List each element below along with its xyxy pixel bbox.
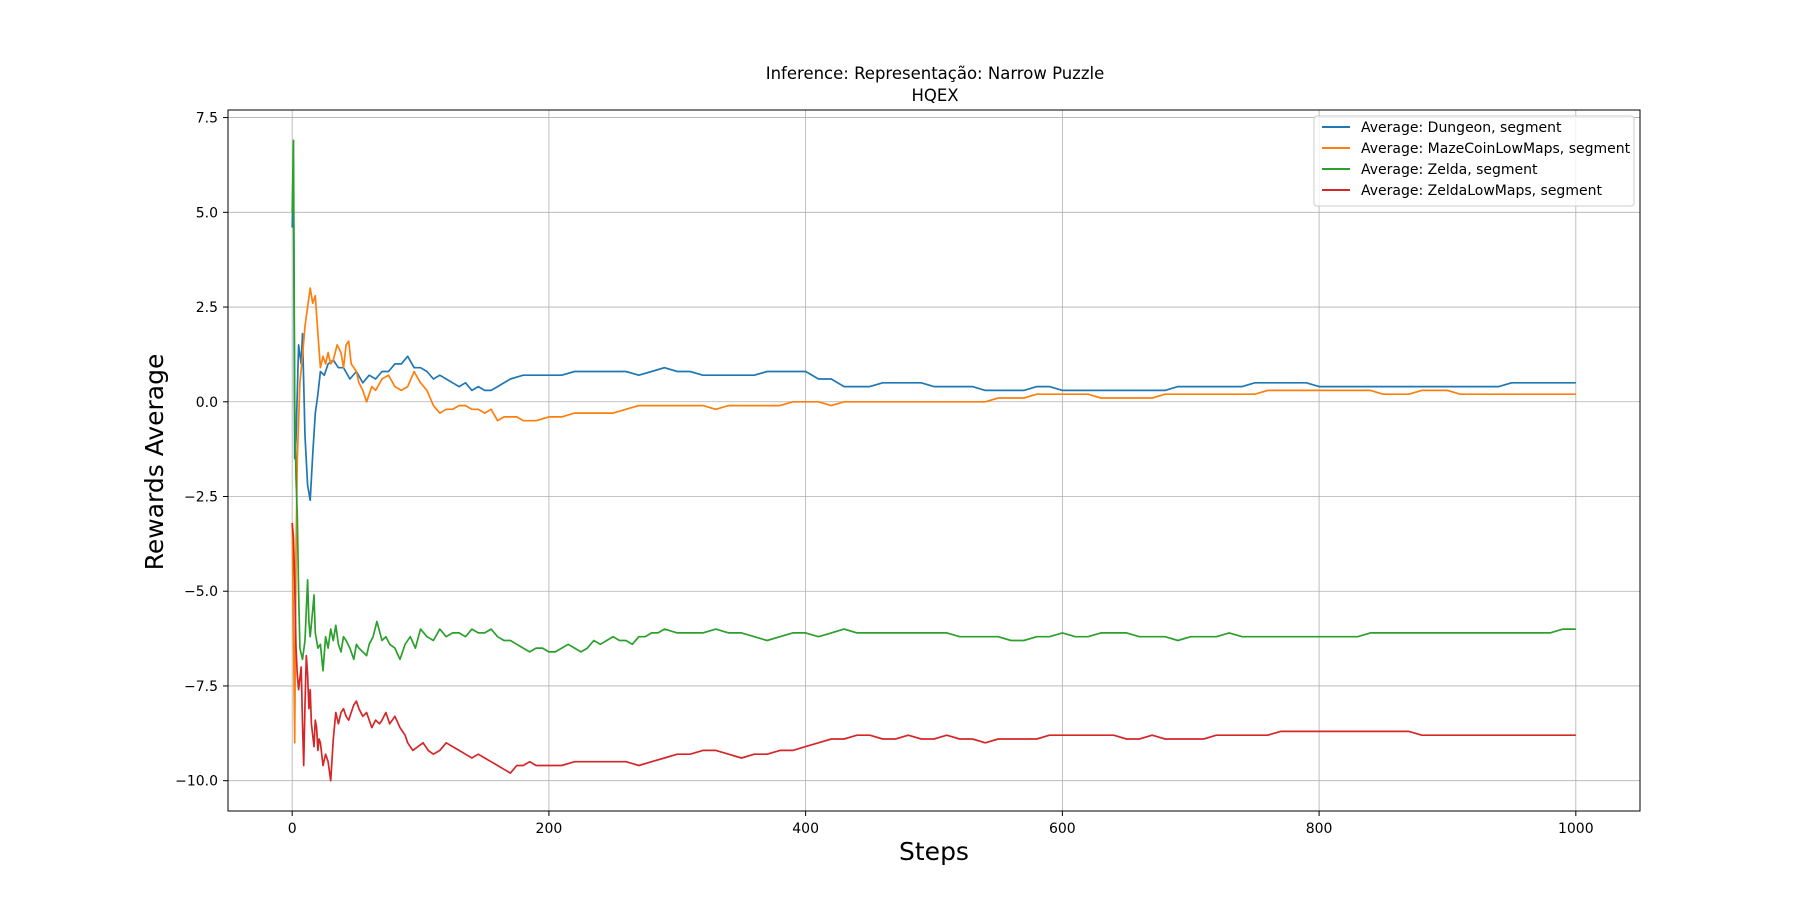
x-tick-label: 600 [1049,821,1076,837]
y-tick-label: 7.5 [196,111,218,127]
y-tick-label: 5.0 [196,205,218,221]
y-tick-label: 2.5 [196,300,218,316]
legend-label: Average: Zelda, segment [1361,162,1538,178]
x-tick-label: 1000 [1558,821,1594,837]
series-line-3 [291,522,1576,782]
legend-label: Average: ZeldaLowMaps, segment [1361,183,1602,199]
chart-title: Inference: Representação: Narrow Puzzle [766,64,1105,83]
legend-box [1313,115,1635,207]
y-tick-label: −10.0 [175,774,218,790]
plot-frame [227,109,1641,812]
x-tick-label: 200 [536,821,563,837]
y-tick-label: −2.5 [184,489,218,505]
legend-entries: Average: Dungeon, segment Average: MazeCo… [1322,120,1631,199]
chart-subtitle: HQEX [911,86,958,105]
legend: Average: Dungeon, segment Average: MazeCo… [1313,115,1635,207]
series-line-1 [291,287,1576,744]
x-tick-label: 0 [288,821,297,837]
y-tick-label: −7.5 [184,679,218,695]
y-axis-label: Rewards Average [140,354,169,571]
axis-ticks: 0 200 400 600 800 1000 7.5 5.0 2.5 0.0 −2.5 −5.0 −7.… [175,111,1594,837]
x-axis-label: Steps [899,837,969,866]
x-tick-label: 800 [1306,821,1333,837]
series-line-2 [291,139,1576,672]
series-line-0 [291,173,1576,502]
legend-label: Average: Dungeon, segment [1361,120,1562,136]
y-tick-label: 0.0 [196,395,218,411]
legend-label: Average: MazeCoinLowMaps, segment [1361,141,1631,157]
series-lines [291,139,1576,782]
x-tick-label: 400 [792,821,819,837]
y-tick-label: −5.0 [184,584,218,600]
